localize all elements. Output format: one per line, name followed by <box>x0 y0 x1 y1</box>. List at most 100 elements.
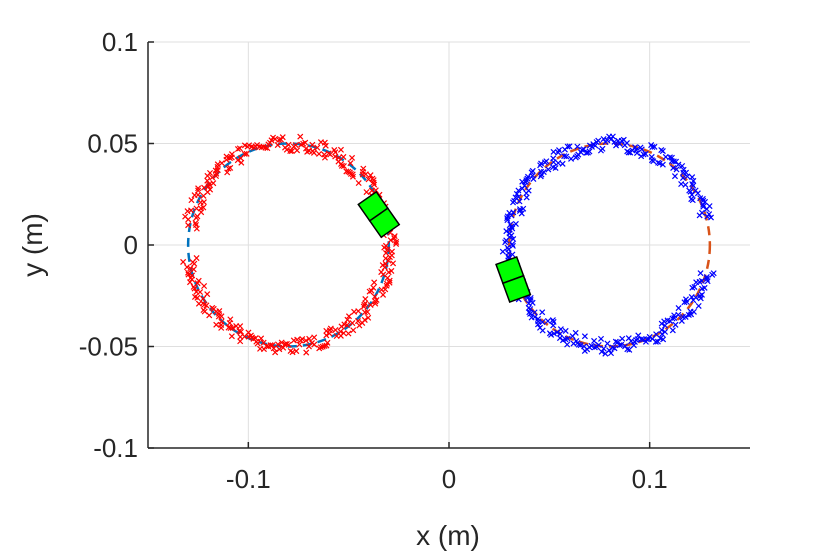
x-marker <box>349 154 356 161</box>
x-marker <box>604 340 611 347</box>
x-marker <box>660 336 667 343</box>
x-marker <box>254 340 261 347</box>
x-marker <box>539 309 546 316</box>
vehicle-body-rear <box>368 207 401 239</box>
x-marker <box>337 146 344 153</box>
x-marker <box>293 348 300 355</box>
x-marker <box>566 143 573 150</box>
x-marker <box>274 142 281 149</box>
x-marker <box>361 316 368 323</box>
x-marker <box>616 342 623 349</box>
x-marker <box>539 319 546 326</box>
x-marker <box>523 177 530 184</box>
x-marker <box>345 168 352 175</box>
x-marker <box>296 341 303 348</box>
x-marker <box>213 173 220 180</box>
x-marker <box>550 159 557 166</box>
vehicle-body-rear <box>501 274 532 304</box>
x-marker <box>227 164 234 171</box>
x-marker <box>349 171 356 178</box>
vehicle-1 <box>495 255 532 304</box>
x-marker <box>194 294 201 301</box>
x-marker <box>662 328 669 335</box>
x-marker <box>343 168 350 175</box>
x-marker <box>544 318 551 325</box>
x-marker <box>561 146 568 153</box>
x-marker <box>561 153 568 160</box>
x-marker <box>204 172 211 179</box>
x-marker <box>682 313 689 321</box>
x-marker <box>686 187 693 194</box>
x-marker <box>698 291 705 298</box>
x-marker <box>537 162 544 169</box>
x-marker <box>302 337 310 344</box>
x-marker <box>706 211 713 218</box>
plot-area <box>180 133 717 357</box>
x-marker <box>523 194 530 201</box>
x-marker <box>691 283 698 290</box>
x-marker <box>527 294 534 302</box>
x-marker <box>564 335 571 342</box>
x-marker <box>703 275 710 282</box>
x-marker <box>298 141 305 148</box>
x-marker <box>519 178 526 185</box>
x-marker <box>237 338 244 345</box>
x-marker <box>700 203 707 210</box>
x-marker <box>516 206 524 213</box>
x-marker <box>382 286 389 293</box>
x-marker <box>577 342 584 349</box>
x-marker <box>597 335 605 342</box>
x-marker <box>321 151 328 158</box>
x-marker <box>646 333 653 340</box>
x-marker <box>285 341 292 348</box>
x-marker <box>574 143 581 150</box>
x-marker <box>706 203 713 210</box>
x-marker <box>237 328 245 335</box>
x-marker <box>370 284 377 291</box>
x-tick-label: -0.1 <box>226 464 271 494</box>
x-marker <box>538 171 545 178</box>
x-marker <box>658 326 665 333</box>
x-marker <box>210 180 217 187</box>
x-marker <box>360 165 367 172</box>
x-marker <box>606 133 613 140</box>
x-marker <box>613 142 620 149</box>
x-marker <box>600 345 607 352</box>
x-marker <box>557 326 564 333</box>
x-marker <box>324 339 331 346</box>
x-marker <box>288 148 295 155</box>
x-marker <box>549 317 556 324</box>
x-marker <box>197 199 204 206</box>
x-marker <box>186 279 194 286</box>
x-marker <box>509 241 516 248</box>
x-marker <box>368 187 375 194</box>
x-marker <box>206 181 213 188</box>
x-marker <box>368 287 375 294</box>
x-marker <box>591 337 598 344</box>
x-marker <box>332 326 339 334</box>
x-marker <box>572 329 579 336</box>
x-marker <box>504 217 511 224</box>
x-marker <box>206 312 213 319</box>
x-marker <box>347 160 354 167</box>
x-marker <box>545 166 552 173</box>
x-marker <box>203 302 210 309</box>
x-marker <box>710 270 717 277</box>
x-marker <box>317 344 324 351</box>
x-marker <box>689 174 696 181</box>
x-marker <box>510 235 517 243</box>
x-marker <box>384 274 391 281</box>
x-marker <box>680 166 687 173</box>
x-marker <box>309 141 316 148</box>
x-marker <box>367 172 374 179</box>
x-marker <box>607 350 615 357</box>
x-marker <box>234 145 241 153</box>
x-marker <box>388 267 395 274</box>
x-marker <box>527 310 534 317</box>
vehicle-0 <box>357 190 401 239</box>
x-marker <box>531 309 538 316</box>
x-marker <box>555 159 562 167</box>
marker-group-0 <box>180 133 400 356</box>
x-marker <box>695 302 702 309</box>
x-marker <box>311 334 318 341</box>
